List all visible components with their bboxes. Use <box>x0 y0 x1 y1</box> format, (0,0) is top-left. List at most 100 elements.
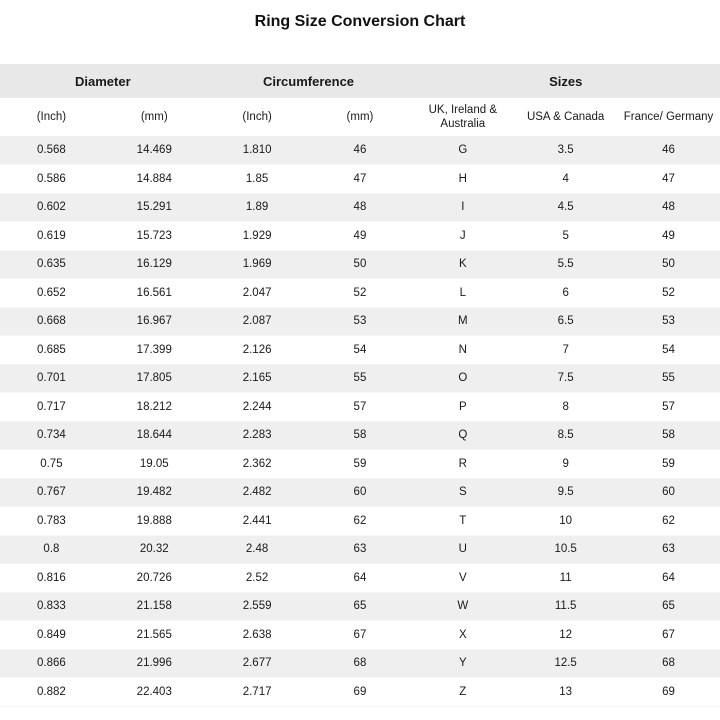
cell-france-germany: 47 <box>662 172 675 185</box>
cell-diameter-mm: 21.565 <box>136 628 172 641</box>
table-row: 0.734 18.644 2.283 58 Q 8.5 58 <box>0 421 720 450</box>
cell-uk-ireland-australia: V <box>458 571 467 584</box>
cell-uk-ireland-australia: R <box>458 457 467 470</box>
table-row: 0.816 20.726 2.52 64 V 11 64 <box>0 564 720 593</box>
cell-uk-ireland-australia: X <box>458 628 467 641</box>
cell-diameter-mm: 19.482 <box>136 486 172 499</box>
cell-uk-ireland-australia: T <box>459 514 467 527</box>
cell-diameter-mm: 14.469 <box>136 144 172 156</box>
cell-diameter-mm: 20.32 <box>139 543 169 556</box>
group-header-row: Diameter Circumference Sizes <box>0 64 720 98</box>
table-head: Diameter Circumference Sizes (Inch) (mm)… <box>0 64 720 136</box>
cell-uk-ireland-australia: I <box>461 201 465 214</box>
cell-circumference-inch: 2.126 <box>242 343 272 356</box>
cell-uk-ireland-australia: K <box>458 258 467 271</box>
cell-france-germany: 53 <box>662 315 675 328</box>
cell-usa-canada: 6 <box>562 286 569 299</box>
cell-diameter-mm: 15.723 <box>136 229 172 242</box>
cell-usa-canada: 7 <box>562 343 569 356</box>
cell-uk-ireland-australia: L <box>459 286 466 299</box>
cell-france-germany: 54 <box>662 343 675 356</box>
cell-diameter-inch: 0.734 <box>37 429 66 442</box>
cell-france-germany: 65 <box>662 600 675 613</box>
cell-usa-canada: 11.5 <box>554 600 577 613</box>
cell-circumference-inch: 2.047 <box>242 286 272 299</box>
cell-france-germany: 60 <box>662 486 675 499</box>
group-header-diameter: Diameter <box>75 73 131 89</box>
cell-diameter-inch: 0.75 <box>40 457 63 470</box>
cell-france-germany: 46 <box>662 144 675 156</box>
table-row: 0.602 15.291 1.89 48 I 4.5 48 <box>0 193 720 222</box>
cell-usa-canada: 9 <box>562 457 569 470</box>
table-row: 0.8 20.32 2.48 63 U 10.5 63 <box>0 535 720 564</box>
cell-usa-canada: 11 <box>559 571 572 584</box>
cell-circumference-mm: 46 <box>353 144 367 156</box>
col-header-diameter-mm: (mm) <box>140 110 168 123</box>
table-body: 0.568 14.469 1.810 46 G 3.5 46 0.586 14.884 1.85 4… <box>0 136 720 706</box>
cell-usa-canada: 8.5 <box>557 429 574 442</box>
cell-circumference-mm: 67 <box>353 628 367 641</box>
cell-usa-canada: 10 <box>559 514 573 527</box>
cell-circumference-inch: 2.283 <box>242 429 272 442</box>
cell-diameter-mm: 20.726 <box>136 571 172 584</box>
cell-uk-ireland-australia: S <box>458 486 467 499</box>
cell-usa-canada: 6.5 <box>557 315 574 328</box>
cell-usa-canada: 12 <box>559 628 573 641</box>
cell-diameter-inch: 0.833 <box>37 600 66 613</box>
cell-circumference-inch: 1.89 <box>245 201 269 214</box>
cell-diameter-inch: 0.668 <box>37 315 66 328</box>
cell-circumference-mm: 55 <box>353 372 367 385</box>
cell-diameter-mm: 16.967 <box>136 315 172 328</box>
cell-diameter-mm: 19.888 <box>136 514 172 527</box>
group-header-circumference: Circumference <box>263 73 355 89</box>
table-row: 0.568 14.469 1.810 46 G 3.5 46 <box>0 136 720 165</box>
cell-diameter-inch: 0.717 <box>37 400 66 413</box>
cell-diameter-inch: 0.602 <box>37 201 66 214</box>
cell-uk-ireland-australia: Y <box>458 657 467 670</box>
cell-circumference-mm: 64 <box>353 571 367 584</box>
cell-uk-ireland-australia: J <box>459 229 466 242</box>
cell-diameter-inch: 0.586 <box>37 172 66 185</box>
table-row: 0.783 19.888 2.441 62 T 10 62 <box>0 507 720 536</box>
table-row: 0.586 14.884 1.85 47 H 4 47 <box>0 165 720 194</box>
cell-circumference-inch: 1.85 <box>245 172 269 185</box>
table-row: 0.767 19.482 2.482 60 S 9.5 60 <box>0 478 720 507</box>
cell-circumference-inch: 2.362 <box>242 457 272 470</box>
cell-diameter-mm: 21.158 <box>136 600 172 613</box>
cell-usa-canada: 3.5 <box>557 144 574 156</box>
col-header-france-germany: France/ Germany <box>623 110 714 123</box>
table-row: 0.668 16.967 2.087 53 M 6.5 53 <box>0 307 720 336</box>
cell-diameter-inch: 0.8 <box>43 543 60 556</box>
table-row: 0.882 22.403 2.717 69 Z 13 69 <box>0 678 720 707</box>
cell-france-germany: 69 <box>662 685 675 698</box>
cell-circumference-mm: 68 <box>353 657 367 670</box>
cell-circumference-inch: 2.087 <box>242 315 272 328</box>
cell-uk-ireland-australia: U <box>458 543 467 556</box>
table-row: 0.652 16.561 2.047 52 L 6 52 <box>0 279 720 308</box>
cell-circumference-inch: 1.810 <box>242 144 272 156</box>
col-header-circumference-inch: (Inch) <box>242 110 272 123</box>
cell-diameter-mm: 15.291 <box>136 201 172 214</box>
cell-diameter-inch: 0.619 <box>37 229 66 242</box>
cell-diameter-inch: 0.783 <box>37 514 66 527</box>
cell-usa-canada: 9.5 <box>557 486 574 499</box>
cell-circumference-mm: 53 <box>353 315 367 328</box>
cell-circumference-inch: 1.929 <box>242 229 272 242</box>
cell-uk-ireland-australia: Q <box>458 429 468 442</box>
cell-usa-canada: 5 <box>562 229 569 242</box>
cell-circumference-mm: 60 <box>353 486 367 499</box>
cell-circumference-inch: 2.677 <box>242 657 272 670</box>
table-row: 0.717 18.212 2.244 57 P 8 57 <box>0 393 720 422</box>
cell-circumference-inch: 2.717 <box>242 685 272 698</box>
cell-circumference-inch: 2.165 <box>242 372 272 385</box>
cell-france-germany: 63 <box>662 543 675 556</box>
cell-uk-ireland-australia: N <box>458 343 467 356</box>
cell-uk-ireland-australia: M <box>458 315 468 328</box>
cell-france-germany: 68 <box>662 657 675 670</box>
cell-diameter-mm: 22.403 <box>136 685 172 698</box>
cell-diameter-mm: 18.212 <box>136 400 172 413</box>
cell-diameter-inch: 0.849 <box>37 628 66 641</box>
cell-circumference-inch: 2.638 <box>242 628 272 641</box>
table-row: 0.619 15.723 1.929 49 J 5 49 <box>0 222 720 251</box>
group-header-sizes: Sizes <box>549 73 583 89</box>
